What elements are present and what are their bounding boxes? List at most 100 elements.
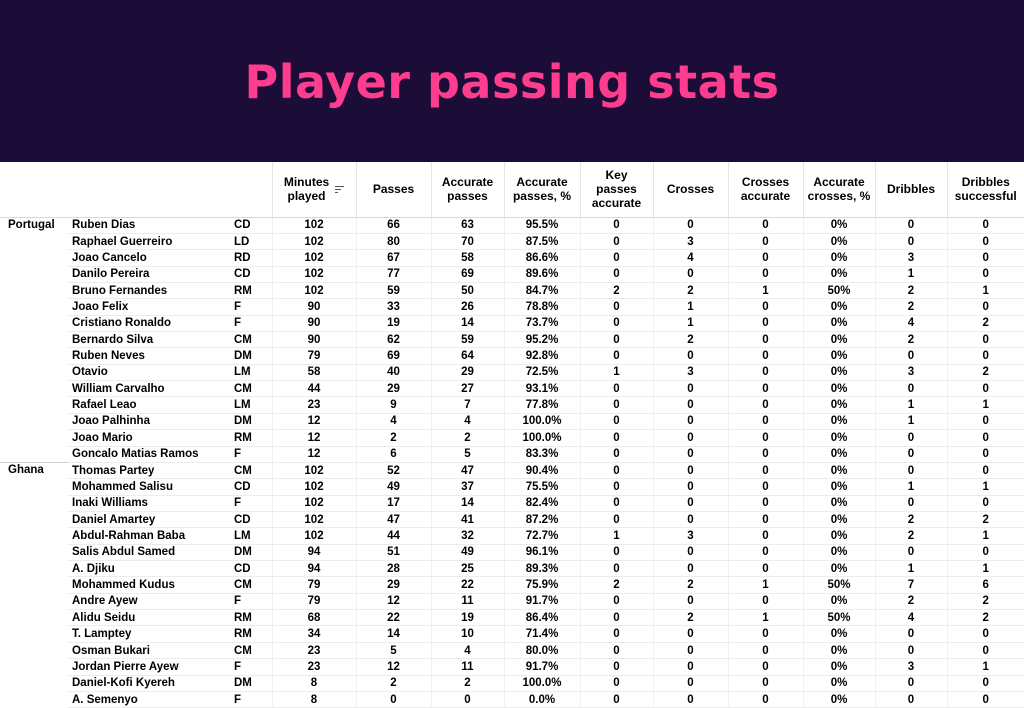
- minutes-played-cell: 90: [271, 298, 356, 316]
- accurate-passes-pct-cell: 87.2%: [503, 511, 580, 529]
- table-row[interactable]: Ruben Neves DM 79 69 64 92.8% 0 0 0 0% 0 0: [0, 347, 1024, 365]
- accurate-passes-pct-cell: 86.6%: [503, 249, 580, 267]
- team-name: [0, 626, 68, 642]
- table-row[interactable]: Otavio LM 58 40 29 72.5% 1 3 0 0% 3 2: [0, 364, 1024, 382]
- crosses-cell: 0: [652, 478, 728, 496]
- dribbles-header[interactable]: Dribbles: [874, 162, 947, 218]
- table-row[interactable]: Joao Mario RM 12 2 2 100.0% 0 0 0 0% 0 0: [0, 429, 1024, 447]
- passes-cell: 29: [355, 576, 431, 594]
- dribbles-cell: 7: [874, 576, 947, 594]
- team-column-header: [0, 162, 68, 218]
- crosses-accurate-cell: 0: [727, 527, 803, 545]
- player-name: Cristiano Ronaldo: [68, 315, 230, 333]
- accurate-crosses-pct-cell: 0%: [802, 233, 875, 251]
- dribbles-cell: 0: [874, 217, 947, 234]
- crosses-accurate-cell: 0: [727, 347, 803, 365]
- table-row[interactable]: Osman Bukari CM 23 5 4 80.0% 0 0 0 0% 0 0: [0, 642, 1024, 660]
- table-row[interactable]: Goncalo Matias Ramos F 12 6 5 83.3% 0 0 0 0% 0 0: [0, 446, 1024, 463]
- table-row[interactable]: Salis Abdul Samed DM 94 51 49 96.1% 0 0 0 0% 0 0: [0, 544, 1024, 562]
- accurate-passes-pct-cell: 95.5%: [503, 217, 580, 234]
- table-row[interactable]: Andre Ayew F 79 12 11 91.7% 0 0 0 0% 2 2: [0, 593, 1024, 611]
- passes-cell: 80: [355, 233, 431, 251]
- table-row[interactable]: Mohammed Salisu CD 102 49 37 75.5% 0 0 0 0% 1 1: [0, 478, 1024, 496]
- table-row[interactable]: Rafael Leao LM 23 9 7 77.8% 0 0 0 0% 1 1: [0, 396, 1024, 414]
- accurate-passes-cell: 58: [430, 249, 504, 267]
- crosses-accurate-cell: 0: [727, 396, 803, 414]
- crosses-cell: 0: [652, 544, 728, 562]
- page-title: Player passing stats: [244, 55, 780, 109]
- accurate-passes-header[interactable]: Accurate passes: [430, 162, 504, 218]
- sort-descending-icon[interactable]: [335, 184, 345, 195]
- minutes-played-cell: 79: [271, 576, 356, 594]
- table-row[interactable]: Jordan Pierre Ayew F 23 12 11 91.7% 0 0 0 0% 3 1: [0, 658, 1024, 676]
- passing-stats-table: Minutes played Passes Accurate passes Acc…: [0, 162, 1024, 708]
- accurate-crosses-pct-header[interactable]: Accurate crosses, %: [802, 162, 875, 218]
- key-passes-accurate-header[interactable]: Key passes accurate: [579, 162, 653, 218]
- accurate-passes-cell: 32: [430, 527, 504, 545]
- key-passes-accurate-cell: 0: [579, 691, 653, 708]
- accurate-passes-cell: 11: [430, 658, 504, 676]
- crosses-cell: 0: [652, 266, 728, 283]
- dribbles-cell: 1: [874, 560, 947, 578]
- table-row[interactable]: A. Semenyo F 8 0 0 0.0% 0 0 0 0% 0 0: [0, 691, 1024, 708]
- table-row[interactable]: Bernardo Silva CM 90 62 59 95.2% 0 2 0 0% 2 0: [0, 331, 1024, 349]
- table-row[interactable]: Danilo Pereira CD 102 77 69 89.6% 0 0 0 0% 1 0: [0, 266, 1024, 283]
- table-row[interactable]: T. Lamptey RM 34 14 10 71.4% 0 0 0 0% 0 0: [0, 625, 1024, 643]
- dribbles-successful-cell: 0: [946, 625, 1024, 643]
- dribbles-cell: 4: [874, 315, 947, 333]
- table-row[interactable]: Joao Cancelo RD 102 67 58 86.6% 0 4 0 0% 3 0: [0, 249, 1024, 267]
- minutes-played-cell: 58: [271, 364, 356, 382]
- minutes-played-header[interactable]: Minutes played: [271, 162, 356, 218]
- crosses-accurate-cell: 0: [727, 446, 803, 463]
- dribbles-cell: 2: [874, 282, 947, 300]
- minutes-played-cell: 94: [271, 560, 356, 578]
- team-name: [0, 364, 68, 380]
- team-name: [0, 495, 68, 511]
- table-row[interactable]: Abdul-Rahman Baba LM 102 44 32 72.7% 1 3 0 0% 2 1: [0, 527, 1024, 545]
- table-row[interactable]: Daniel Amartey CD 102 47 41 87.2% 0 0 0 0% 2 2: [0, 511, 1024, 529]
- table-row[interactable]: Joao Felix F 90 33 26 78.8% 0 1 0 0% 2 0: [0, 298, 1024, 316]
- dribbles-successful-header[interactable]: Dribbles successful: [946, 162, 1024, 218]
- table-row[interactable]: Raphael Guerreiro LD 102 80 70 87.5% 0 3 0 0% 0 0: [0, 233, 1024, 251]
- accurate-crosses-pct-cell: 0%: [802, 593, 875, 611]
- dribbles-cell: 1: [874, 266, 947, 283]
- table-row[interactable]: Bruno Fernandes RM 102 59 50 84.7% 2 2 1 50% 2 1: [0, 282, 1024, 300]
- table-row[interactable]: Daniel-Kofi Kyereh DM 8 2 2 100.0% 0 0 0 0% 0 0: [0, 675, 1024, 692]
- crosses-accurate-cell: 1: [727, 282, 803, 300]
- crosses-header[interactable]: Crosses: [652, 162, 728, 218]
- minutes-played-cell: 102: [271, 233, 356, 251]
- accurate-crosses-pct-cell: 0%: [802, 429, 875, 447]
- accurate-crosses-pct-cell: 0%: [802, 511, 875, 529]
- table-row[interactable]: A. Djiku CD 94 28 25 89.3% 0 0 0 0% 1 1: [0, 560, 1024, 578]
- team-name: [0, 577, 68, 593]
- player-position: RM: [230, 609, 272, 627]
- accurate-passes-pct-cell: 100.0%: [503, 413, 580, 431]
- table-row[interactable]: Inaki Williams F 102 17 14 82.4% 0 0 0 0% 0 0: [0, 495, 1024, 512]
- table-row[interactable]: William Carvalho CM 44 29 27 93.1% 0 0 0 0% 0 0: [0, 380, 1024, 398]
- table-row[interactable]: Joao Palhinha DM 12 4 4 100.0% 0 0 0 0% 1 0: [0, 413, 1024, 431]
- dribbles-cell: 0: [874, 429, 947, 447]
- crosses-cell: 0: [652, 593, 728, 611]
- crosses-cell: 0: [652, 642, 728, 660]
- table-row[interactable]: Alidu Seidu RM 68 22 19 86.4% 0 2 1 50% 4 2: [0, 609, 1024, 627]
- team-name: [0, 299, 68, 315]
- dribbles-cell: 0: [874, 233, 947, 251]
- minutes-played-cell: 8: [271, 691, 356, 708]
- passes-header[interactable]: Passes: [355, 162, 431, 218]
- accurate-passes-pct-cell: 75.5%: [503, 478, 580, 496]
- crosses-accurate-header[interactable]: Crosses accurate: [727, 162, 803, 218]
- player-name: Mohammed Salisu: [68, 478, 230, 496]
- table-row[interactable]: Portugal Ruben Dias CD 102 66 63 95.5% 0 0 0 0% 0 0: [0, 217, 1024, 234]
- player-name: Ruben Neves: [68, 347, 230, 365]
- accurate-passes-cell: 59: [430, 331, 504, 349]
- accurate-passes-cell: 41: [430, 511, 504, 529]
- accurate-passes-pct-header[interactable]: Accurate passes, %: [503, 162, 580, 218]
- dribbles-cell: 0: [874, 625, 947, 643]
- dribbles-cell: 0: [874, 446, 947, 463]
- dribbles-successful-cell: 1: [946, 282, 1024, 300]
- dribbles-successful-cell: 2: [946, 315, 1024, 333]
- table-row[interactable]: Mohammed Kudus CM 79 29 22 75.9% 2 2 1 50% 7 6: [0, 576, 1024, 594]
- table-row[interactable]: Cristiano Ronaldo F 90 19 14 73.7% 0 1 0 0% 4 2: [0, 315, 1024, 333]
- table-row[interactable]: Ghana Thomas Partey CM 102 52 47 90.4% 0 0 0 0% 0 0: [0, 461, 1024, 480]
- dribbles-cell: 2: [874, 331, 947, 349]
